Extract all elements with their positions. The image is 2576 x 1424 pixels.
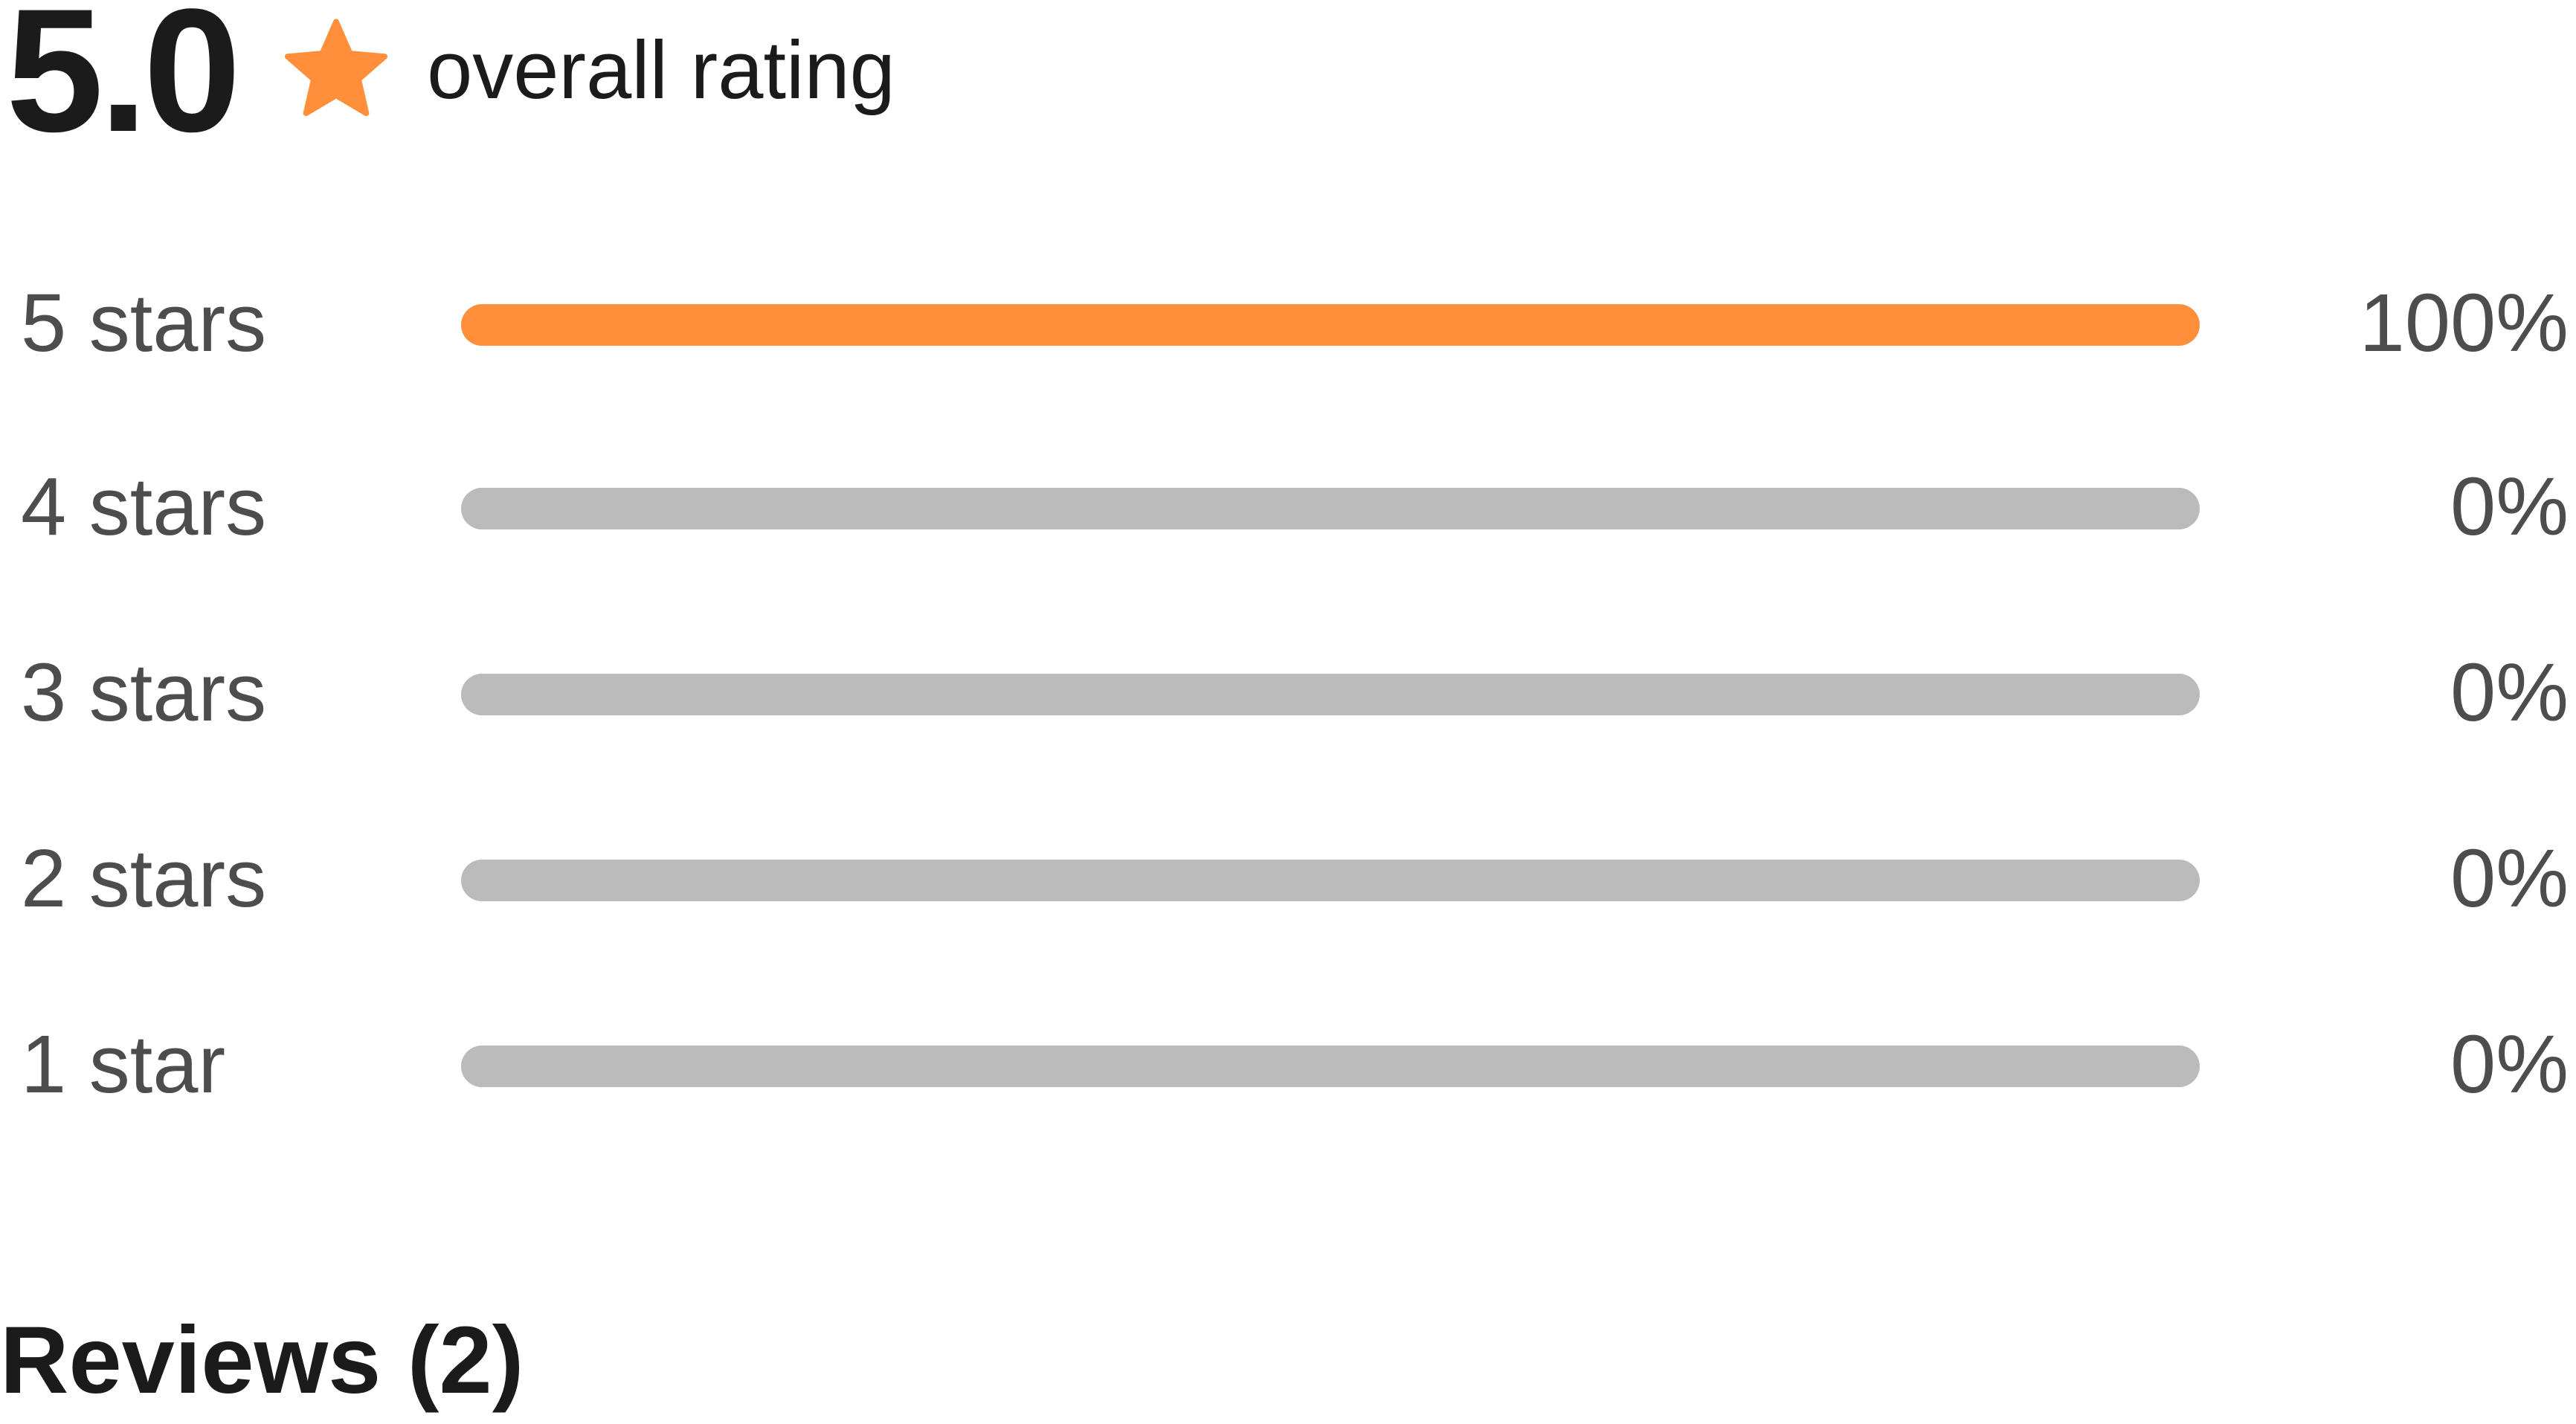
distribution-row-percent: 0% (2450, 833, 2569, 924)
distribution-row-3-stars[interactable]: 3 stars 0% (0, 634, 2576, 753)
distribution-row-label: 3 stars (21, 647, 267, 738)
distribution-bar-track (461, 674, 2200, 715)
distribution-row-5-stars[interactable]: 5 stars 100% (0, 264, 2576, 383)
distribution-row-percent: 0% (2450, 1019, 2569, 1110)
distribution-row-2-stars[interactable]: 2 stars 0% (0, 819, 2576, 938)
distribution-row-percent: 0% (2450, 461, 2569, 552)
distribution-row-label: 4 stars (21, 461, 267, 552)
overall-rating-summary: 5.0 overall rating (6, 0, 895, 158)
distribution-bar-track (461, 304, 2200, 346)
distribution-bar-track (461, 488, 2200, 529)
distribution-row-1-star[interactable]: 1 star 0% (0, 1005, 2576, 1124)
distribution-row-percent: 100% (2359, 277, 2569, 369)
reviews-heading: Reviews (2) (0, 1307, 524, 1414)
distribution-bar-track (461, 1046, 2200, 1087)
star-icon (285, 19, 388, 117)
distribution-bar-fill (461, 304, 2200, 346)
distribution-row-label: 1 star (21, 1019, 226, 1110)
distribution-row-label: 2 stars (21, 833, 267, 924)
distribution-row-4-stars[interactable]: 4 stars 0% (0, 448, 2576, 567)
overall-rating-label: overall rating (427, 25, 895, 116)
rating-score: 5.0 (6, 0, 241, 169)
distribution-bar-track (461, 860, 2200, 901)
distribution-row-label: 5 stars (21, 277, 267, 369)
distribution-row-percent: 0% (2450, 647, 2569, 738)
